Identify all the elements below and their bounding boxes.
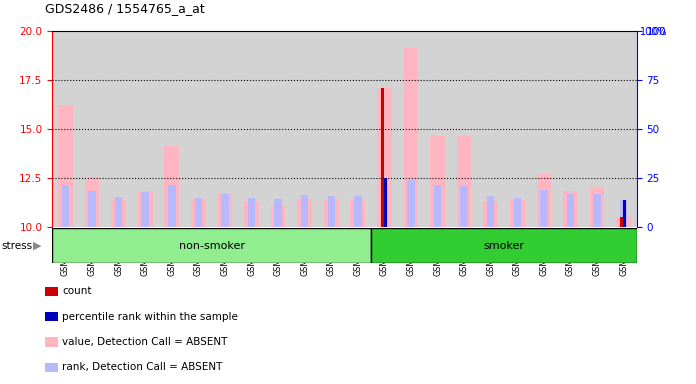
- Bar: [377, 88, 392, 227]
- Text: non-smoker: non-smoker: [179, 241, 245, 251]
- Bar: [324, 200, 338, 227]
- Bar: [381, 177, 388, 227]
- Bar: [407, 180, 415, 227]
- Bar: [328, 196, 335, 227]
- Bar: [384, 177, 387, 227]
- Bar: [404, 48, 418, 227]
- Bar: [138, 191, 152, 227]
- Bar: [111, 200, 126, 227]
- Bar: [487, 196, 494, 227]
- Bar: [584, 31, 610, 227]
- Bar: [381, 88, 383, 227]
- Bar: [425, 31, 451, 227]
- Bar: [248, 198, 255, 227]
- Bar: [62, 185, 69, 227]
- Bar: [318, 31, 345, 227]
- Bar: [195, 198, 202, 227]
- Bar: [221, 194, 229, 227]
- Bar: [477, 31, 504, 227]
- Bar: [115, 197, 122, 227]
- Bar: [191, 199, 205, 227]
- Text: count: count: [62, 286, 91, 296]
- Bar: [510, 200, 525, 227]
- Bar: [238, 31, 264, 227]
- Bar: [159, 31, 185, 227]
- Bar: [354, 196, 361, 227]
- Bar: [301, 195, 308, 227]
- Bar: [457, 136, 471, 227]
- Text: percentile rank within the sample: percentile rank within the sample: [62, 311, 238, 321]
- Bar: [274, 199, 282, 227]
- Text: rank, Detection Call = ABSENT: rank, Detection Call = ABSENT: [62, 362, 222, 372]
- Text: GDS2486 / 1554765_a_at: GDS2486 / 1554765_a_at: [45, 2, 205, 15]
- Bar: [164, 146, 179, 227]
- Text: value, Detection Call = ABSENT: value, Detection Call = ABSENT: [62, 337, 228, 347]
- Bar: [460, 186, 468, 227]
- Bar: [185, 31, 212, 227]
- Text: smoker: smoker: [484, 241, 525, 251]
- Bar: [271, 205, 285, 227]
- Bar: [371, 31, 397, 227]
- Bar: [610, 31, 637, 227]
- Bar: [624, 200, 626, 227]
- Text: ▶: ▶: [33, 241, 42, 251]
- Bar: [351, 199, 365, 227]
- Bar: [244, 201, 259, 227]
- Bar: [297, 199, 312, 227]
- Bar: [620, 200, 627, 227]
- Bar: [616, 217, 631, 227]
- Bar: [620, 217, 623, 227]
- Text: 100%: 100%: [640, 27, 668, 37]
- Bar: [557, 31, 584, 227]
- Bar: [52, 228, 371, 263]
- Bar: [292, 31, 318, 227]
- Bar: [218, 193, 232, 227]
- Bar: [483, 201, 498, 227]
- Bar: [504, 31, 530, 227]
- Bar: [168, 185, 175, 227]
- Bar: [563, 191, 578, 227]
- Bar: [85, 177, 100, 227]
- Bar: [212, 31, 238, 227]
- Bar: [434, 185, 441, 227]
- Bar: [345, 31, 371, 227]
- Bar: [371, 228, 637, 263]
- Bar: [397, 31, 425, 227]
- Bar: [593, 194, 601, 227]
- Bar: [58, 105, 73, 227]
- Bar: [537, 174, 551, 227]
- Bar: [540, 190, 548, 227]
- Bar: [88, 191, 96, 227]
- Bar: [79, 31, 105, 227]
- Bar: [451, 31, 477, 227]
- Bar: [514, 198, 521, 227]
- Bar: [105, 31, 132, 227]
- Bar: [141, 192, 149, 227]
- Bar: [264, 31, 292, 227]
- Bar: [132, 31, 159, 227]
- Bar: [430, 136, 445, 227]
- Bar: [590, 187, 604, 227]
- Bar: [567, 194, 574, 227]
- Text: stress: stress: [1, 241, 33, 251]
- Bar: [530, 31, 557, 227]
- Bar: [52, 31, 79, 227]
